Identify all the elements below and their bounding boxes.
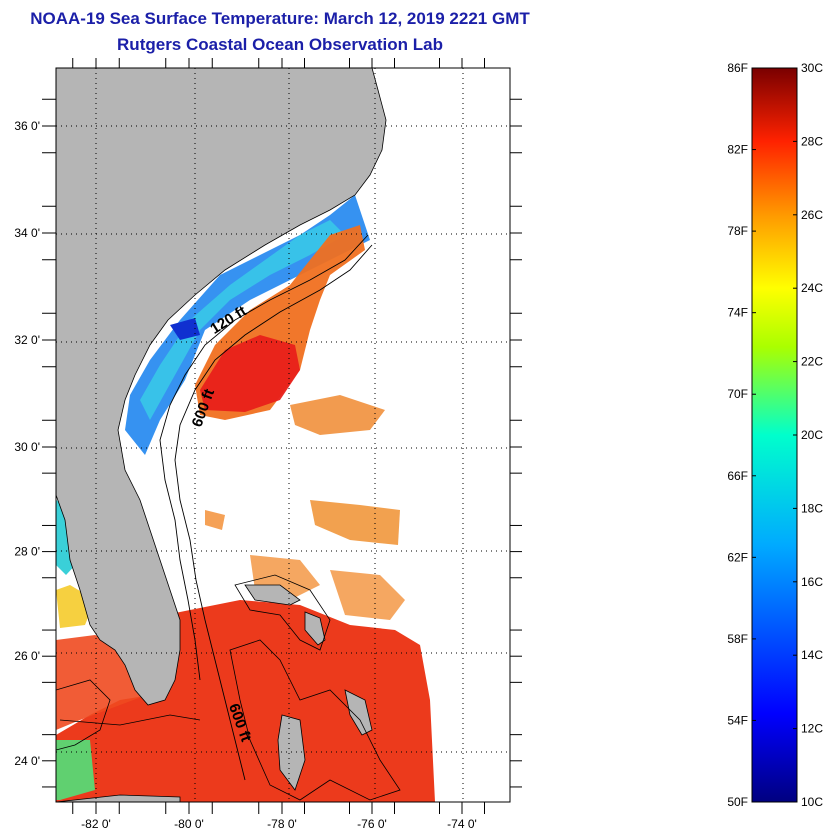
contour-keys xyxy=(59,714,201,726)
contour-120ft xyxy=(159,234,369,681)
sst-offshore-patch-2 xyxy=(310,500,400,545)
lat-tick-label: 34 0' xyxy=(14,226,40,240)
sst-offshore-patch-1 xyxy=(290,395,385,435)
colorbar-c-label: 20C xyxy=(801,428,823,442)
colorbar-c-label: 28C xyxy=(801,134,823,148)
sst-gulfstream-core-north xyxy=(200,335,300,412)
sst-deep-blue-patch xyxy=(170,318,200,340)
land-mainland xyxy=(56,68,387,706)
land-bahamas-abaco xyxy=(304,611,326,646)
lat-tick-label: 30 0' xyxy=(14,440,40,454)
land-bahamas-grand xyxy=(244,584,301,606)
sst-coastal-cold-band xyxy=(125,195,370,455)
lon-tick-label: -78 0' xyxy=(267,817,297,831)
colorbar-c-label: 26C xyxy=(801,208,823,222)
land-cuba-edge xyxy=(56,794,181,802)
colorbar-f-label: 62F xyxy=(727,550,748,564)
colorbar-f-label: 58F xyxy=(727,632,748,646)
colorbar-c-label: 12C xyxy=(801,722,823,736)
colorbar-c-label: 14C xyxy=(801,648,823,662)
colorbar-f-label: 86F xyxy=(727,61,748,75)
colorbar-labels: 86F 82F 78F 74F 70F 66F 62F 58F 54F 50F 30C 28C 26C 2… xyxy=(727,61,823,809)
colorbar-f-label: 70F xyxy=(727,387,748,401)
colorbar xyxy=(751,67,798,803)
colorbar-f-label: 54F xyxy=(727,713,748,727)
colorbar-f-label: 50F xyxy=(727,795,748,809)
lat-tick-label: 26 0' xyxy=(14,649,40,663)
lat-tick-label: 32 0' xyxy=(14,333,40,347)
grid-lines xyxy=(56,68,510,802)
sst-gulf-green-patch xyxy=(56,740,95,800)
colorbar-c-label: 22C xyxy=(801,355,823,369)
land-bahamas-eleuthera xyxy=(344,689,373,736)
lat-tick-label: 36 0' xyxy=(14,119,40,133)
lon-tick-label: -74 0' xyxy=(447,817,477,831)
map-axes: 36 0' 34 0' 32 0' 30 0' 28 0' 26 0' 24 0' -82 0… xyxy=(14,58,522,831)
sst-offshore-patch-3 xyxy=(205,510,225,530)
sst-coastal-cyan-band xyxy=(140,220,345,420)
contour-south-bank xyxy=(229,639,401,801)
map-title: NOAA-19 Sea Surface Temperature: March 1… xyxy=(30,9,530,28)
colorbar-c-label: 30C xyxy=(801,61,823,75)
contour-600ft xyxy=(174,244,373,781)
colorbar-c-label: 10C xyxy=(801,795,823,809)
colorbar-f-label: 82F xyxy=(727,143,748,157)
colorbar-c-label: 18C xyxy=(801,501,823,515)
map-subtitle: Rutgers Coastal Ocean Observation Lab xyxy=(117,35,443,54)
lat-tick-label: 24 0' xyxy=(14,754,40,768)
colorbar-f-label: 74F xyxy=(727,306,748,320)
colorbar-f-label: 78F xyxy=(727,224,748,238)
lon-tick-label: -82 0' xyxy=(81,817,111,831)
contour-bahamas-bank xyxy=(234,574,331,651)
colorbar-c-label: 24C xyxy=(801,281,823,295)
lat-tick-label: 28 0' xyxy=(14,545,40,559)
colorbar-f-label: 66F xyxy=(727,469,748,483)
lon-tick-label: -80 0' xyxy=(174,817,204,831)
lon-tick-label: -76 0' xyxy=(357,817,387,831)
colorbar-c-label: 16C xyxy=(801,575,823,589)
sst-offshore-patch-5 xyxy=(330,570,405,620)
plot-frame xyxy=(55,67,511,803)
map-layers xyxy=(56,68,510,802)
contour-gulf xyxy=(56,679,111,751)
